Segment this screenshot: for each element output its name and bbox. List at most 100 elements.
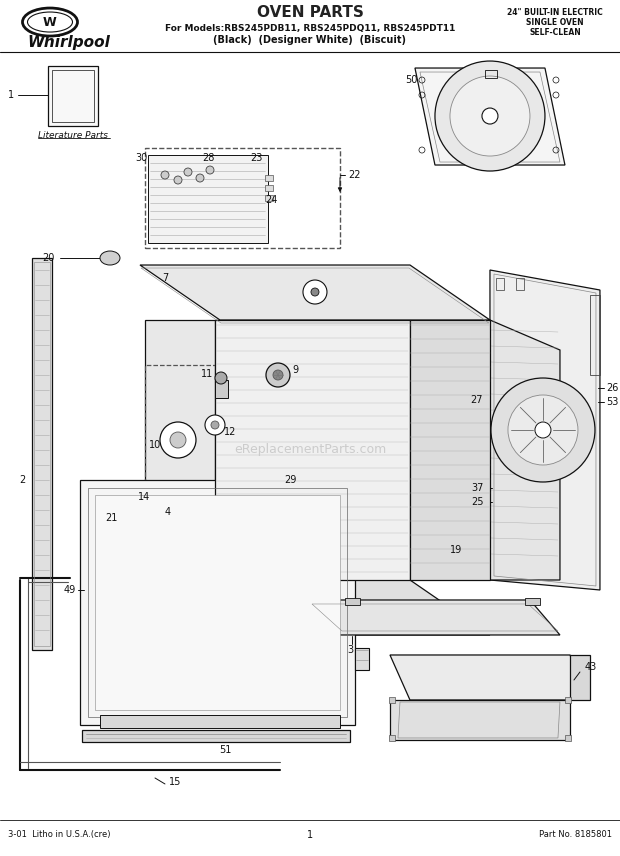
Polygon shape: [570, 655, 590, 700]
Polygon shape: [310, 600, 560, 635]
Circle shape: [435, 61, 545, 171]
Ellipse shape: [100, 251, 120, 265]
Circle shape: [491, 378, 595, 482]
Text: 51: 51: [219, 745, 231, 755]
Text: 12: 12: [224, 427, 236, 437]
Circle shape: [184, 168, 192, 176]
Text: 37: 37: [472, 483, 484, 493]
Polygon shape: [80, 480, 355, 725]
Text: 4: 4: [165, 507, 171, 517]
Bar: [516, 278, 524, 290]
Text: 3-01  Litho in U.S.A.(cre): 3-01 Litho in U.S.A.(cre): [8, 830, 110, 840]
Text: W: W: [43, 15, 57, 28]
Text: 1: 1: [8, 90, 14, 100]
Bar: [496, 278, 504, 290]
Bar: [145, 148, 340, 248]
Circle shape: [196, 174, 204, 182]
Bar: [145, 365, 290, 485]
Text: Whirlpool: Whirlpool: [27, 34, 110, 50]
Bar: [485, 70, 497, 78]
Text: 24: 24: [265, 195, 277, 205]
Circle shape: [161, 171, 169, 179]
Polygon shape: [490, 320, 560, 580]
Bar: [389, 735, 395, 741]
Polygon shape: [390, 700, 570, 740]
Circle shape: [160, 422, 196, 458]
Circle shape: [482, 108, 498, 124]
Text: For Models:RBS245PDB11, RBS245PDQ11, RBS245PDT11: For Models:RBS245PDB11, RBS245PDQ11, RBS…: [165, 23, 455, 33]
Text: 50: 50: [405, 75, 418, 85]
Text: 49: 49: [64, 585, 76, 595]
Text: 21: 21: [105, 513, 118, 523]
Text: 25: 25: [471, 497, 484, 507]
Text: (Black)  (Designer White)  (Biscuit): (Black) (Designer White) (Biscuit): [213, 35, 407, 45]
Text: 27: 27: [470, 395, 482, 405]
Circle shape: [170, 432, 186, 448]
Bar: [355, 648, 369, 670]
Text: 29: 29: [284, 475, 296, 485]
Circle shape: [535, 422, 551, 438]
Polygon shape: [215, 320, 410, 580]
Polygon shape: [82, 730, 350, 742]
Polygon shape: [415, 68, 565, 165]
Circle shape: [450, 76, 530, 156]
Text: 3: 3: [347, 645, 353, 655]
Text: SELF-CLEAN: SELF-CLEAN: [529, 27, 581, 37]
Polygon shape: [145, 580, 490, 635]
Text: 22: 22: [348, 170, 360, 180]
Polygon shape: [345, 598, 360, 605]
Text: Part No. 8185801: Part No. 8185801: [539, 830, 612, 840]
Bar: [389, 697, 395, 703]
Circle shape: [266, 363, 290, 387]
Bar: [590, 295, 600, 375]
Text: 11: 11: [201, 369, 213, 379]
Text: 19: 19: [450, 545, 463, 555]
Bar: [265, 195, 273, 201]
Circle shape: [311, 288, 319, 296]
Polygon shape: [490, 270, 600, 590]
Polygon shape: [32, 258, 52, 650]
Text: 23: 23: [250, 153, 262, 163]
Bar: [265, 185, 273, 191]
Text: 14: 14: [138, 492, 150, 502]
Text: 1: 1: [307, 830, 313, 840]
Bar: [565, 697, 571, 703]
Text: 30: 30: [136, 153, 148, 163]
Bar: [52, 70, 94, 122]
Circle shape: [211, 421, 219, 429]
Text: SINGLE OVEN: SINGLE OVEN: [526, 17, 584, 27]
Polygon shape: [100, 715, 340, 728]
Bar: [265, 175, 273, 181]
Text: 53: 53: [606, 397, 618, 407]
Text: 24" BUILT-IN ELECTRIC: 24" BUILT-IN ELECTRIC: [507, 8, 603, 16]
Circle shape: [174, 176, 182, 184]
Polygon shape: [145, 320, 215, 630]
Circle shape: [205, 415, 225, 435]
Text: 28: 28: [202, 153, 214, 163]
Text: 26: 26: [606, 383, 618, 393]
Circle shape: [273, 370, 283, 380]
Circle shape: [508, 395, 578, 465]
Polygon shape: [390, 655, 590, 700]
Circle shape: [206, 166, 214, 174]
Bar: [148, 155, 268, 243]
Circle shape: [303, 280, 327, 304]
Circle shape: [215, 372, 227, 384]
Text: 20: 20: [43, 253, 55, 263]
Text: eReplacementParts.com: eReplacementParts.com: [234, 443, 386, 456]
Polygon shape: [410, 320, 490, 580]
Polygon shape: [95, 495, 340, 710]
Text: 2: 2: [20, 475, 26, 485]
Polygon shape: [525, 598, 540, 605]
Bar: [565, 735, 571, 741]
Bar: [48, 66, 98, 126]
Text: 43: 43: [585, 662, 597, 672]
Text: 7: 7: [162, 273, 168, 283]
Text: OVEN PARTS: OVEN PARTS: [257, 4, 363, 20]
Text: 10: 10: [149, 440, 161, 450]
Polygon shape: [215, 380, 228, 398]
Text: 9: 9: [292, 365, 298, 375]
Text: 15: 15: [169, 777, 181, 787]
Polygon shape: [140, 265, 490, 320]
Text: Literature Parts: Literature Parts: [38, 130, 108, 140]
